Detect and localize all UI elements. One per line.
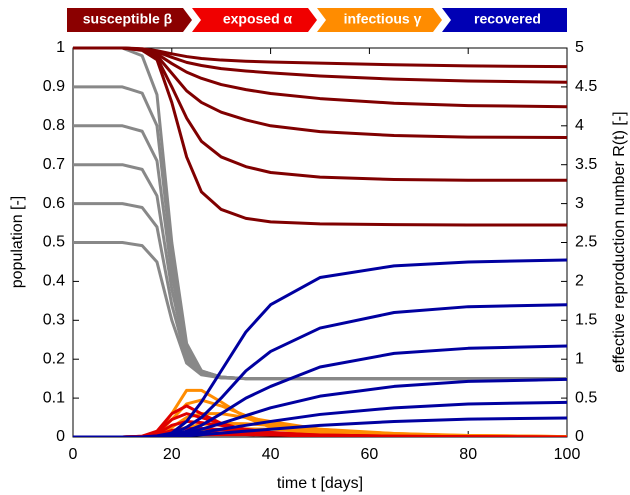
series-line (73, 46, 567, 139)
stage-shape (67, 8, 192, 32)
y-tick-label: 0.3 (43, 312, 65, 329)
y-tick-label: 0.7 (43, 156, 65, 173)
series-line (73, 400, 567, 437)
y-tick-label: 0.5 (43, 234, 65, 251)
x-tick-label: 0 (69, 446, 78, 463)
y2-tick-label: 3.5 (575, 156, 597, 173)
y-tick-label: 0.4 (43, 273, 65, 290)
y2-tick-label: 2.5 (575, 234, 597, 251)
stage-label: susceptible β (83, 11, 173, 27)
y2-tick-label: 1.5 (575, 312, 597, 329)
x-tick-label: 60 (361, 446, 379, 463)
stage-shape (192, 8, 317, 32)
stage-label: infectious γ (344, 11, 422, 27)
y-axis-label: population [-] (9, 196, 26, 289)
x-tick-label: 20 (163, 446, 181, 463)
y-tick-label: 0.6 (43, 195, 65, 212)
x-axis-label: time t [days] (277, 475, 363, 492)
series-line (73, 46, 567, 227)
y-tick-label: 0.1 (43, 389, 65, 406)
y2-tick-label: 5 (575, 39, 584, 56)
stage-label: exposed α (223, 11, 293, 27)
y2-tick-label: 1 (575, 350, 584, 367)
y-tick-label: 0 (56, 428, 65, 445)
series-line (73, 416, 567, 437)
y2-tick-label: 0.5 (575, 389, 597, 406)
y2-tick-label: 2 (575, 273, 584, 290)
y2-tick-label: 4.5 (575, 78, 597, 95)
series-line (73, 303, 567, 437)
x-tick-label: 80 (459, 446, 477, 463)
y-tick-label: 0.2 (43, 350, 65, 367)
series-line (73, 241, 567, 381)
x-tick-label: 40 (262, 446, 280, 463)
series-line (73, 202, 567, 381)
y-tick-label: 0.8 (43, 117, 65, 134)
stage-shape (442, 8, 567, 32)
stage-label: recovered (474, 11, 541, 27)
y2-tick-label: 3 (575, 195, 584, 212)
series-line (73, 344, 567, 437)
x-tick-label: 100 (554, 446, 581, 463)
y-tick-label: 1 (56, 39, 65, 56)
y2-tick-label: 4 (575, 117, 584, 134)
y-tick-label: 0.9 (43, 78, 65, 95)
y2-axis-label: effective reproduction number R(t) [-] (611, 111, 628, 372)
stage-shape (317, 8, 442, 32)
y2-tick-label: 0 (575, 428, 584, 445)
